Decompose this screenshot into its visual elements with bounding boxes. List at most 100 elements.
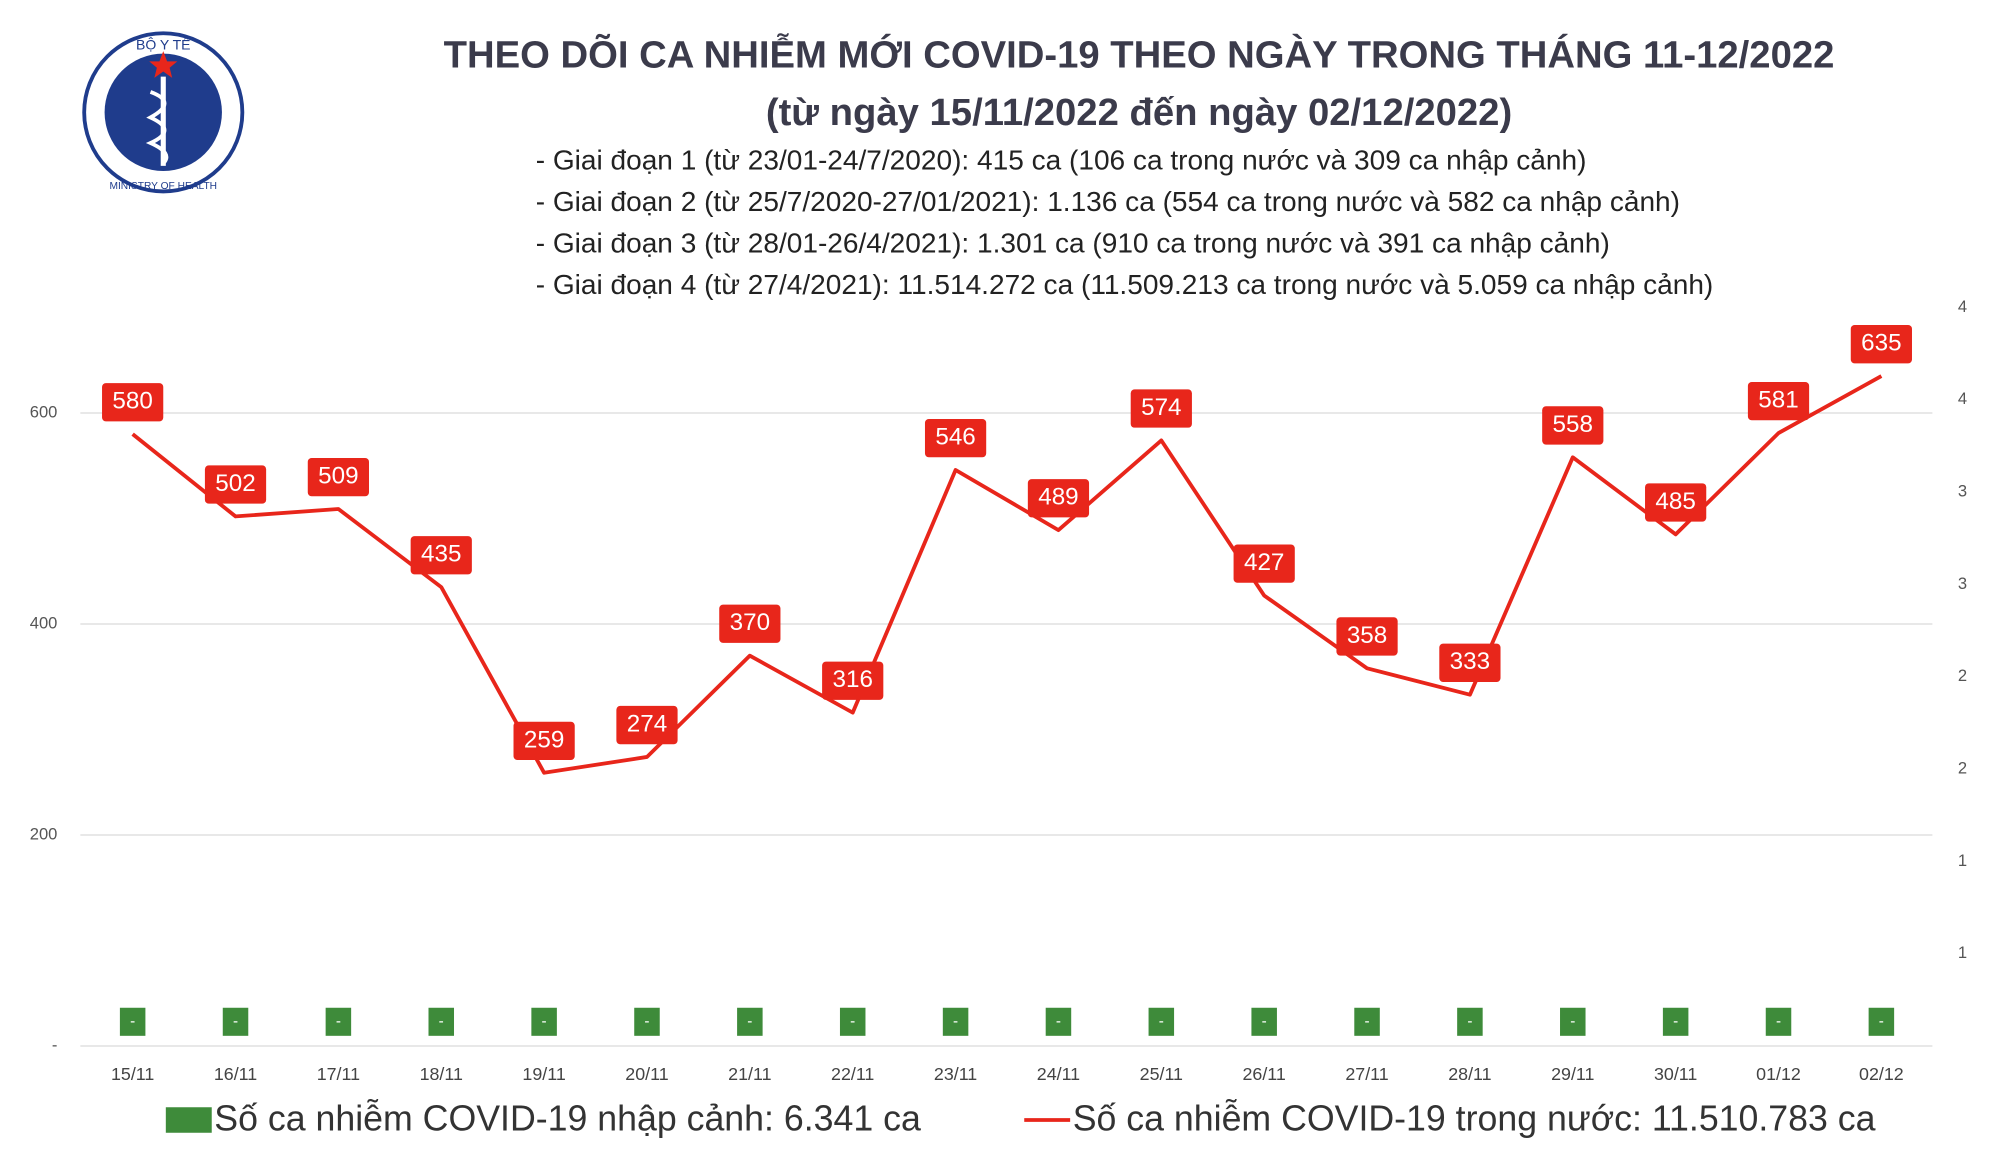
x-tick-label: 19/11: [522, 1064, 565, 1084]
y2-tick-label: 4: [1958, 389, 1967, 408]
data-label-box: [822, 661, 884, 700]
data-label-box: [1439, 643, 1501, 682]
annotation: - Giai đoạn 3 (từ 28/01-26/4/2021): 1.30…: [536, 227, 1610, 258]
bar-label: -: [1056, 1013, 1061, 1030]
y-tick-label: 400: [30, 613, 58, 632]
data-label: 435: [421, 541, 461, 568]
bar-label-box: [737, 1007, 763, 1036]
data-label-box: [1233, 544, 1295, 583]
data-label: 358: [1347, 622, 1387, 649]
y2-tick-label: 4: [1958, 297, 1967, 316]
bar-label: -: [1879, 1013, 1884, 1030]
data-label: 370: [730, 609, 770, 636]
data-label-box: [513, 721, 575, 761]
logo: BỘ Y TẾ MINISTRY OF HEALTH: [82, 31, 245, 194]
legend-swatch: [165, 1107, 212, 1133]
x-tick-label: 27/11: [1345, 1064, 1388, 1084]
bar-label-box: [1148, 1007, 1175, 1036]
bar-label: -: [130, 1013, 135, 1030]
bar-label: -: [1364, 1013, 1369, 1030]
x-tick-label: 16/11: [214, 1064, 257, 1084]
data-label-box: [719, 604, 781, 643]
x-tick-label: 28/11: [1448, 1064, 1491, 1084]
y2-tick-label: 3: [1958, 482, 1967, 501]
bar-label: -: [233, 1013, 238, 1030]
data-label-box: [1336, 617, 1398, 656]
data-label-box: [102, 383, 164, 422]
bar-label: -: [850, 1013, 855, 1030]
y-tick-label: -: [52, 1035, 58, 1054]
y-tick-label: 200: [30, 824, 58, 843]
bar-label-box: [942, 1007, 969, 1036]
x-tick-label: 25/11: [1140, 1064, 1183, 1084]
bar-label: -: [953, 1013, 958, 1030]
data-label: 558: [1553, 411, 1593, 438]
bar-label-box: [1251, 1007, 1277, 1036]
data-label-box: [1645, 483, 1707, 522]
bar-label: -: [1159, 1013, 1164, 1030]
data-label: 316: [833, 666, 873, 693]
data-label-box: [410, 536, 472, 575]
y2-tick-label: 2: [1958, 666, 1967, 685]
data-label: 635: [1861, 330, 1901, 357]
data-label: 259: [524, 726, 564, 753]
bar-label: -: [336, 1013, 341, 1030]
bar-label: -: [1467, 1013, 1472, 1030]
data-label-box: [1130, 389, 1192, 428]
data-label: 333: [1450, 648, 1490, 675]
x-tick-label: 24/11: [1037, 1064, 1080, 1084]
data-label-box: [204, 465, 267, 504]
bar-label-box: [839, 1007, 866, 1036]
bar-label: -: [1673, 1013, 1678, 1030]
chart-subtitle: (từ ngày 15/11/2022 đến ngày 02/12/2022): [766, 91, 1512, 134]
data-label: 574: [1141, 394, 1181, 421]
logo-bottom: MINISTRY OF HEALTH: [109, 181, 217, 192]
logo-snake: [145, 90, 169, 165]
data-label-box: [1747, 382, 1810, 421]
data-label-box: [616, 705, 678, 745]
data-label-box: [1027, 479, 1090, 518]
bar-label: -: [542, 1013, 547, 1030]
data-label-box: [1542, 406, 1604, 445]
x-tick-label: 21/11: [728, 1064, 771, 1084]
x-tick-label: 20/11: [625, 1064, 668, 1084]
x-tick-label: 01/12: [1756, 1064, 1801, 1084]
bar-label: -: [644, 1013, 649, 1030]
annotation: - Giai đoạn 4 (từ 27/4/2021): 11.514.272…: [536, 269, 1714, 300]
bar-label-box: [222, 1007, 249, 1036]
data-label: 489: [1038, 484, 1078, 511]
y2-tick-label: 2: [1958, 758, 1967, 777]
y-tick-label: 600: [30, 402, 58, 421]
bar-label-box: [1457, 1007, 1483, 1036]
data-label-box: [924, 418, 987, 458]
data-label: 502: [215, 470, 255, 497]
data-label-box: [1850, 325, 1912, 364]
logo-top: BỘ Y TẾ: [136, 37, 191, 53]
x-tick-label: 29/11: [1551, 1064, 1594, 1084]
x-tick-label: 26/11: [1243, 1064, 1286, 1084]
data-label: 546: [935, 423, 975, 450]
bar-label: -: [439, 1013, 444, 1030]
x-tick-label: 22/11: [831, 1064, 874, 1084]
data-label: 427: [1244, 549, 1284, 576]
bar-label-box: [1662, 1007, 1689, 1036]
data-label-box: [307, 457, 369, 497]
x-tick-label: 02/12: [1859, 1064, 1904, 1084]
legend-label: Số ca nhiễm COVID-19 trong nước: 11.510.…: [1073, 1099, 1876, 1139]
x-tick-label: 23/11: [934, 1064, 977, 1084]
y2-tick-label: 3: [1958, 574, 1967, 593]
bar-label-box: [1354, 1007, 1380, 1036]
chart-title: THEO DÕI CA NHIỄM MỚI COVID-19 THEO NGÀY…: [444, 33, 1835, 77]
data-label: 509: [318, 463, 358, 490]
bar-label-box: [1560, 1007, 1586, 1036]
bar-label: -: [1776, 1013, 1781, 1030]
legend-label: Số ca nhiễm COVID-19 nhập cảnh: 6.341 ca: [214, 1099, 921, 1139]
bar-label-box: [1765, 1007, 1792, 1036]
logo-star: [149, 51, 178, 78]
bar-label-box: [634, 1007, 660, 1036]
data-label: 580: [112, 388, 152, 415]
bar-label-box: [531, 1007, 557, 1036]
annotation: - Giai đoạn 1 (từ 23/01-24/7/2020): 415 …: [536, 145, 1587, 176]
